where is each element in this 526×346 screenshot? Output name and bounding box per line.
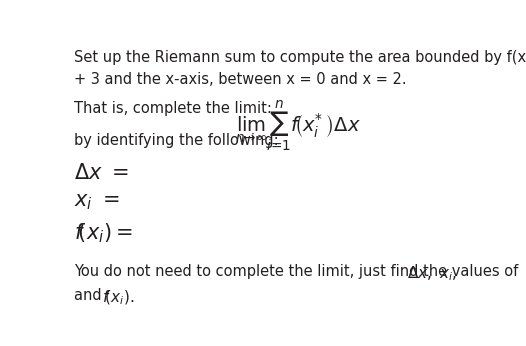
Text: $\Delta x,\ x_i,$: $\Delta x,\ x_i,$ (407, 265, 458, 283)
Text: $\Delta x \ =$: $\Delta x \ =$ (74, 163, 129, 183)
Text: $f\!\left(x_i\right) =$: $f\!\left(x_i\right) =$ (74, 221, 133, 245)
Text: $x_i \ =$: $x_i \ =$ (74, 192, 120, 212)
Text: + 3 and the x-axis, between x = 0 and x = 2.: + 3 and the x-axis, between x = 0 and x … (74, 72, 407, 87)
Text: and: and (74, 288, 106, 303)
Text: That is, complete the limit:: That is, complete the limit: (74, 101, 281, 117)
Text: You do not need to complete the limit, just find the values of: You do not need to complete the limit, j… (74, 264, 523, 279)
Text: $f\!\left(x_i\right).$: $f\!\left(x_i\right).$ (102, 289, 134, 307)
Text: by identifying the following:: by identifying the following: (74, 134, 279, 148)
Text: Set up the Riemann sum to compute the area bounded by f(x) = 2x² + 5x: Set up the Riemann sum to compute the ar… (74, 49, 526, 64)
Text: $\lim_{n \rightarrow \infty} \sum_{i=1}^{n} f\!\left(x_i^*\right) \Delta x$: $\lim_{n \rightarrow \infty} \sum_{i=1}^… (235, 99, 361, 154)
